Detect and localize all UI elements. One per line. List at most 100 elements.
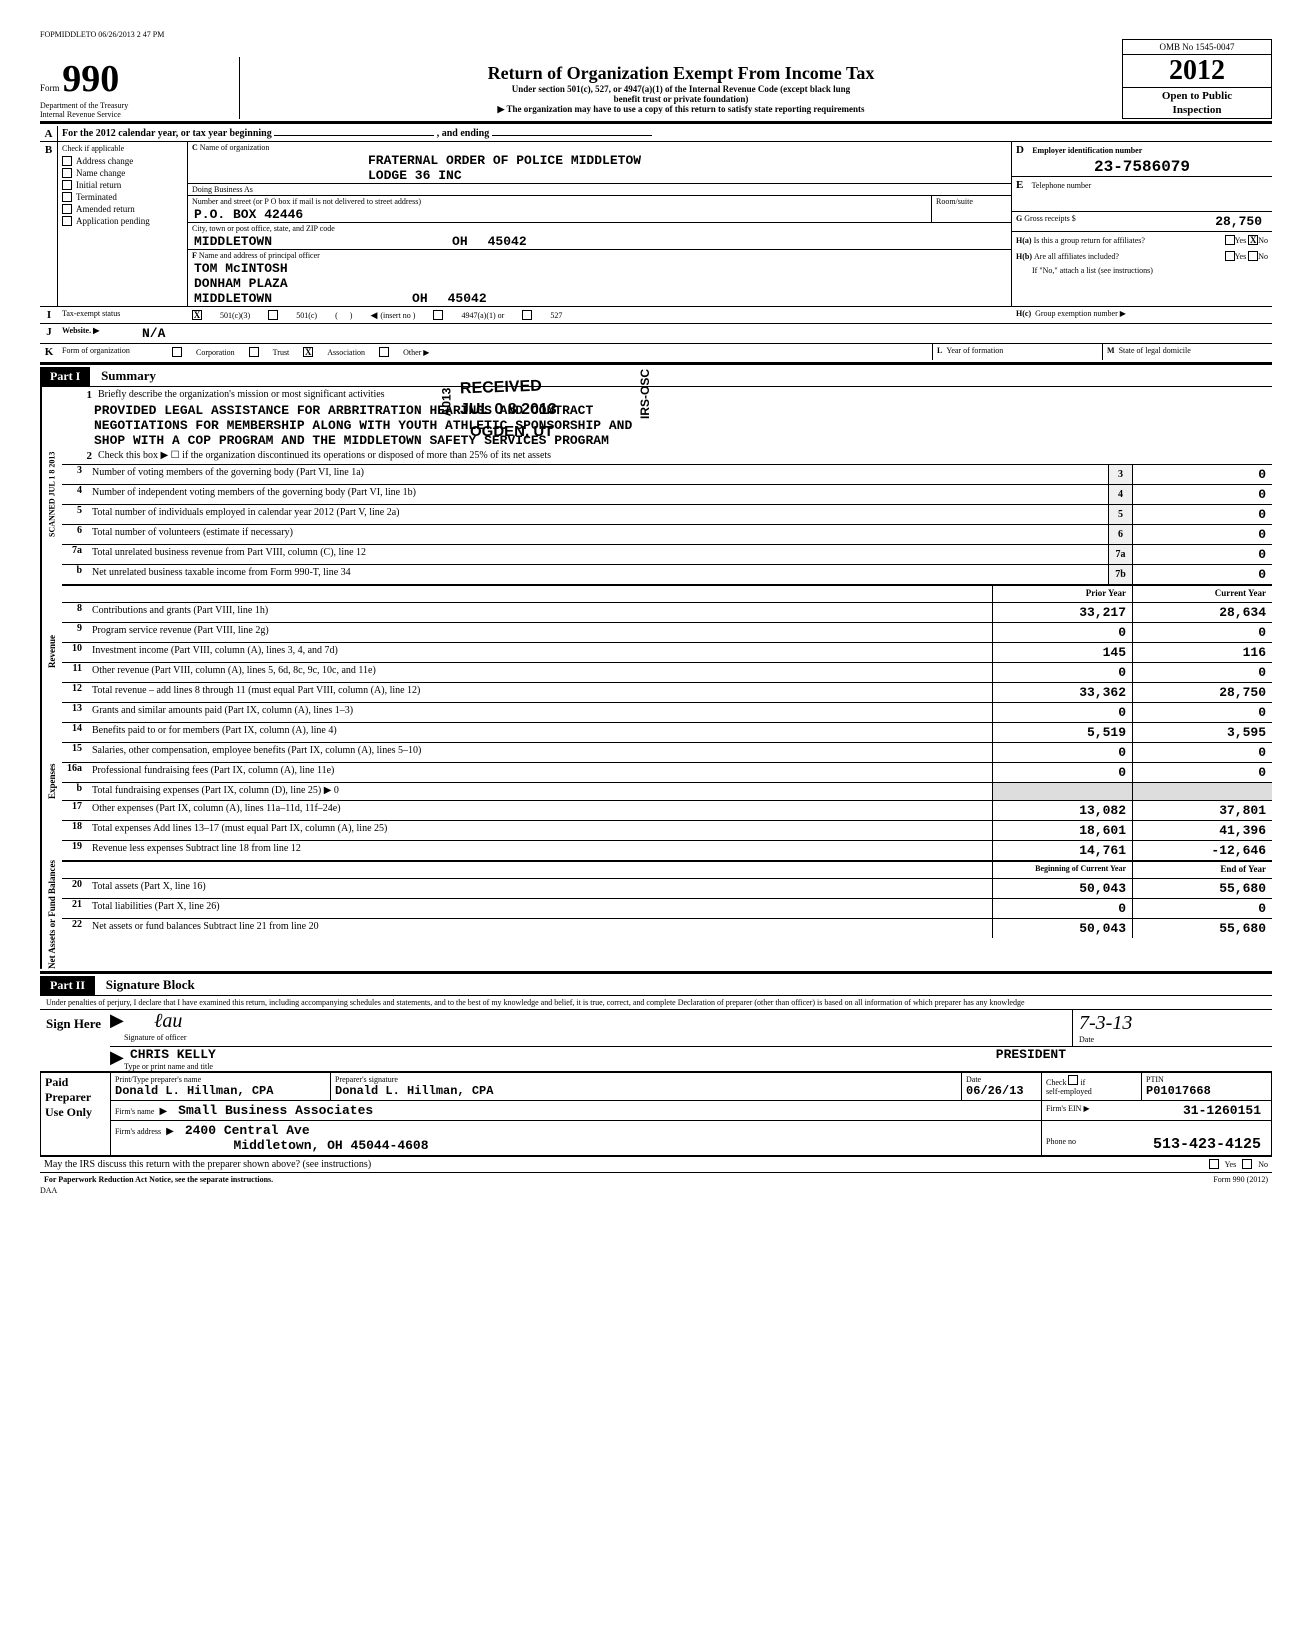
label-B: B <box>40 142 58 306</box>
website-value: N/A <box>138 324 169 343</box>
column-DE: D Employer identification number 23-7586… <box>1012 142 1272 306</box>
summary-row: 6Total number of volunteers (estimate if… <box>62 524 1272 544</box>
stamp-irs-osc: IRS-OSC <box>638 369 652 419</box>
cb-527[interactable] <box>522 310 532 320</box>
org-name-1: FRATERNAL ORDER OF POLICE MIDDLETOW <box>188 153 1011 168</box>
open-public-2: Inspection <box>1123 104 1271 118</box>
summary-row: 3Number of voting members of the governi… <box>62 464 1272 484</box>
daa-label: DAA <box>40 1186 1272 1195</box>
org-city-state-zip: MIDDLETOWN OH 45042 <box>188 234 1011 249</box>
cb-name-change[interactable] <box>62 168 72 178</box>
org-address: P.O. BOX 42446 <box>188 207 931 222</box>
cb-discuss-yes[interactable] <box>1209 1159 1219 1169</box>
mission-line-1: PROVIDED LEGAL ASSISTANCE FOR ARBRITRATI… <box>62 403 1272 418</box>
part-2-header: Part II Signature Block <box>40 976 1272 995</box>
balance-row: 21Total liabilities (Part X, line 26)00 <box>62 898 1272 918</box>
form-header: Form 990 Department of the Treasury Inte… <box>40 39 1272 119</box>
column-C-org-info: C Name of organization FRATERNAL ORDER O… <box>188 142 1012 306</box>
summary-row: 15Salaries, other compensation, employee… <box>62 742 1272 762</box>
cb-trust[interactable] <box>249 347 259 357</box>
form-number: 990 <box>62 58 119 100</box>
cb-app-pending[interactable] <box>62 216 72 226</box>
officer-city-state-zip: MIDDLETOWN OH 45042 <box>188 291 1011 306</box>
cb-affil-yes[interactable] <box>1225 251 1235 261</box>
cb-501c3[interactable]: X <box>192 310 202 320</box>
preparer-name: Donald L. Hillman, CPA <box>115 1084 326 1098</box>
side-label-net-assets: Net Assets or Fund Balances <box>40 860 62 969</box>
org-name-2: LODGE 36 INC <box>188 168 1011 183</box>
penalty-statement: Under penalties of perjury, I declare th… <box>40 996 1272 1009</box>
summary-row: bNet unrelated business taxable income f… <box>62 564 1272 584</box>
stamp-received-date: JUL 0 8 2013 <box>460 401 557 419</box>
software-id-line: FOPMIDDLETO 06/26/2013 2 47 PM <box>40 30 1272 39</box>
summary-row: 16aProfessional fundraising fees (Part I… <box>62 762 1272 782</box>
firm-addr-1: 2400 Central Ave <box>179 1123 316 1138</box>
form-label: Form <box>40 83 60 93</box>
balance-row: 22Net assets or fund balances Subtract l… <box>62 918 1272 938</box>
discuss-question: May the IRS discuss this return with the… <box>44 1159 1209 1170</box>
cb-501c[interactable] <box>268 310 278 320</box>
mission-line-3: SHOP WITH A COP PROGRAM AND THE MIDDLETO… <box>62 433 1272 448</box>
ein-value: 23-7586079 <box>1012 158 1272 176</box>
summary-row: 9Program service revenue (Part VIII, lin… <box>62 622 1272 642</box>
cb-affil-no[interactable] <box>1248 251 1258 261</box>
form-subtitle-1: Under section 501(c), 527, or 4947(a)(1)… <box>258 84 1104 94</box>
gross-receipts: 28,750 <box>1076 214 1268 229</box>
summary-row: 8Contributions and grants (Part VIII, li… <box>62 602 1272 622</box>
cb-4947[interactable] <box>433 310 443 320</box>
cb-assoc[interactable]: X <box>303 347 313 357</box>
officer-name: TOM McINTOSH <box>188 261 1011 276</box>
cb-corp[interactable] <box>172 347 182 357</box>
balance-row: 20Total assets (Part X, line 16)50,04355… <box>62 878 1272 898</box>
side-label-expenses: Expenses <box>40 702 62 860</box>
ptin-value: P01017668 <box>1146 1084 1267 1098</box>
officer-title: PRESIDENT <box>990 1047 1072 1062</box>
cb-self-employed[interactable] <box>1068 1075 1078 1085</box>
tax-year: 2012 <box>1123 55 1271 88</box>
preparer-date: 06/26/13 <box>966 1084 1037 1098</box>
cb-other[interactable] <box>379 347 389 357</box>
summary-row: 10Investment income (Part VIII, column (… <box>62 642 1272 662</box>
paid-preparer-table: Paid Preparer Use Only Print/Type prepar… <box>40 1072 1272 1156</box>
cb-amended[interactable] <box>62 204 72 214</box>
summary-row: 11Other revenue (Part VIII, column (A), … <box>62 662 1272 682</box>
summary-row: 19Revenue less expenses Subtract line 18… <box>62 840 1272 860</box>
part-1-header: Part I Summary <box>40 367 1272 386</box>
officer-addr: DONHAM PLAZA <box>188 276 1011 291</box>
cb-group-yes[interactable] <box>1225 235 1235 245</box>
side-label-revenue: Revenue <box>40 602 62 702</box>
form-title: Return of Organization Exempt From Incom… <box>258 63 1104 84</box>
summary-row: 12Total revenue – add lines 8 through 11… <box>62 682 1272 702</box>
stamp-a013: A013 <box>439 388 453 417</box>
summary-row: 5Total number of individuals employed in… <box>62 504 1272 524</box>
stamp-ogden: OGDEN, UT <box>470 423 553 440</box>
preparer-signature: Donald L. Hillman, CPA <box>335 1084 957 1098</box>
firm-ein: 31-1260151 <box>1177 1103 1267 1118</box>
current-year-hdr: Current Year <box>1132 586 1272 602</box>
open-public-1: Open to Public <box>1123 88 1271 104</box>
summary-row: 18Total expenses Add lines 13–17 (must e… <box>62 820 1272 840</box>
sign-date: 7-3-13 <box>1079 1012 1266 1035</box>
form-footer: Form 990 (2012) <box>1213 1175 1268 1184</box>
form-subtitle-3: ▶ The organization may have to use a cop… <box>258 104 1104 115</box>
side-label-governance: SCANNED JUL 1 8 2013 <box>40 387 62 602</box>
stamp-received: RECEIVED <box>460 378 542 399</box>
cb-group-no[interactable]: X <box>1248 235 1258 245</box>
officer-signature: ℓau <box>124 1010 1072 1033</box>
summary-row: 4Number of independent voting members of… <box>62 484 1272 504</box>
boy-hdr: Beginning of Current Year <box>992 862 1132 878</box>
eoy-hdr: End of Year <box>1132 862 1272 878</box>
cb-terminated[interactable] <box>62 192 72 202</box>
cb-address-change[interactable] <box>62 156 72 166</box>
firm-addr-2: Middletown, OH 45044-4608 <box>228 1138 435 1153</box>
form-subtitle-2: benefit trust or private foundation) <box>258 94 1104 104</box>
column-B-checkboxes: Check if applicable Address change Name … <box>58 142 188 306</box>
pra-notice: For Paperwork Reduction Act Notice, see … <box>44 1175 273 1184</box>
label-A: A <box>40 126 58 141</box>
summary-row: 14Benefits paid to or for members (Part … <box>62 722 1272 742</box>
prior-year-hdr: Prior Year <box>992 586 1132 602</box>
cb-initial-return[interactable] <box>62 180 72 190</box>
cb-discuss-no[interactable] <box>1242 1159 1252 1169</box>
dept-treasury: Department of the Treasury <box>40 101 229 110</box>
summary-row: 7aTotal unrelated business revenue from … <box>62 544 1272 564</box>
